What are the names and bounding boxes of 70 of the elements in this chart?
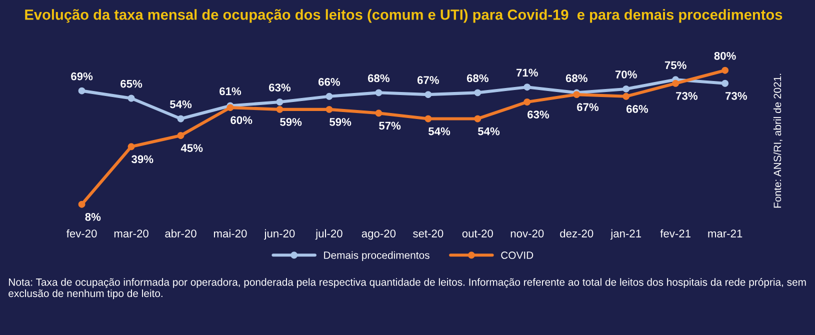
- point: [524, 84, 531, 91]
- data-label: 75%: [664, 61, 686, 70]
- x-tick-label: jun-20: [264, 229, 295, 240]
- x-tick-label: jan-21: [610, 229, 641, 240]
- x-tick-label: fev-20: [66, 229, 97, 238]
- data-label: 45%: [180, 144, 203, 152]
- point: [424, 91, 432, 98]
- point: [177, 115, 184, 122]
- legend-label: COVID: [501, 252, 534, 259]
- chart-title: Evolução da taxa mensal de ocupação dos leitos (comum e UTI) para Covid-19 e para demais procedimentos: [25, 9, 782, 23]
- data-label: 57%: [379, 122, 401, 130]
- data-label: 71%: [516, 68, 538, 77]
- data-label: 65%: [120, 80, 142, 88]
- point: [78, 200, 86, 208]
- x-tick-label: out-20: [462, 230, 493, 238]
- point: [474, 89, 482, 96]
- x-tick-label: dez-20: [560, 229, 594, 238]
- data-label: 66%: [626, 105, 648, 113]
- point: [276, 98, 284, 106]
- point: [722, 80, 729, 87]
- data-label: 67%: [577, 103, 599, 112]
- point: [326, 92, 333, 100]
- point: [622, 85, 630, 92]
- data-label: 59%: [280, 118, 302, 126]
- x-tick-label: fev-21: [660, 229, 690, 238]
- data-label: 68%: [566, 74, 588, 82]
- point: [128, 143, 135, 150]
- data-label: 63%: [528, 110, 550, 118]
- data-label: 54%: [428, 127, 450, 136]
- data-label: 59%: [330, 118, 352, 126]
- data-label: 70%: [615, 70, 637, 78]
- data-label: 73%: [726, 92, 747, 100]
- x-tick-label: mar-20: [114, 230, 148, 238]
- x-tick-label: nov-20: [510, 230, 544, 238]
- data-label: 54%: [170, 100, 192, 108]
- point: [524, 98, 531, 106]
- data-label: 63%: [269, 84, 291, 92]
- data-label: 68%: [466, 74, 488, 82]
- x-tick-label: ago-20: [362, 230, 396, 240]
- text: Nota: Taxa de ocupação informada por operadora, ponderada pela respectiva quantidade de leitos. Informação referente ao total de leitos dos hospitais da rede própria, sem exclusão de nenhum tipo de leito.: [8, 278, 806, 300]
- point: [276, 106, 284, 113]
- point: [128, 94, 135, 102]
- data-label: 66%: [318, 78, 340, 86]
- data-label: 69%: [71, 72, 93, 80]
- x-tick-label: mai-20: [214, 229, 247, 238]
- data-label: 67%: [417, 76, 439, 84]
- data-label: 54%: [478, 127, 500, 136]
- point: [177, 132, 184, 139]
- point: [424, 115, 432, 122]
- point: [78, 87, 86, 94]
- legend-label: Demais procedimentos: [324, 251, 430, 261]
- x-tick-label: mar-21: [708, 230, 742, 238]
- point: [722, 66, 729, 74]
- point: [474, 115, 482, 122]
- x-tick-label: set-20: [413, 230, 444, 238]
- point: [326, 106, 333, 113]
- data-label: 73%: [676, 92, 698, 100]
- point: [622, 92, 630, 100]
- data-label: 39%: [132, 155, 154, 164]
- point: [375, 110, 382, 117]
- point: [375, 89, 382, 96]
- x-tick-label: jul-20: [315, 229, 342, 240]
- data-label: 68%: [368, 74, 390, 82]
- data-label: 80%: [714, 52, 736, 60]
- data-label: 8%: [85, 212, 101, 221]
- data-label: 60%: [230, 116, 252, 124]
- point: [672, 80, 680, 87]
- data-label: 61%: [220, 87, 242, 96]
- x-tick-label: abr-20: [165, 229, 196, 238]
- source-note: Fonte: ANS/RI, abril de 2021.: [773, 74, 782, 208]
